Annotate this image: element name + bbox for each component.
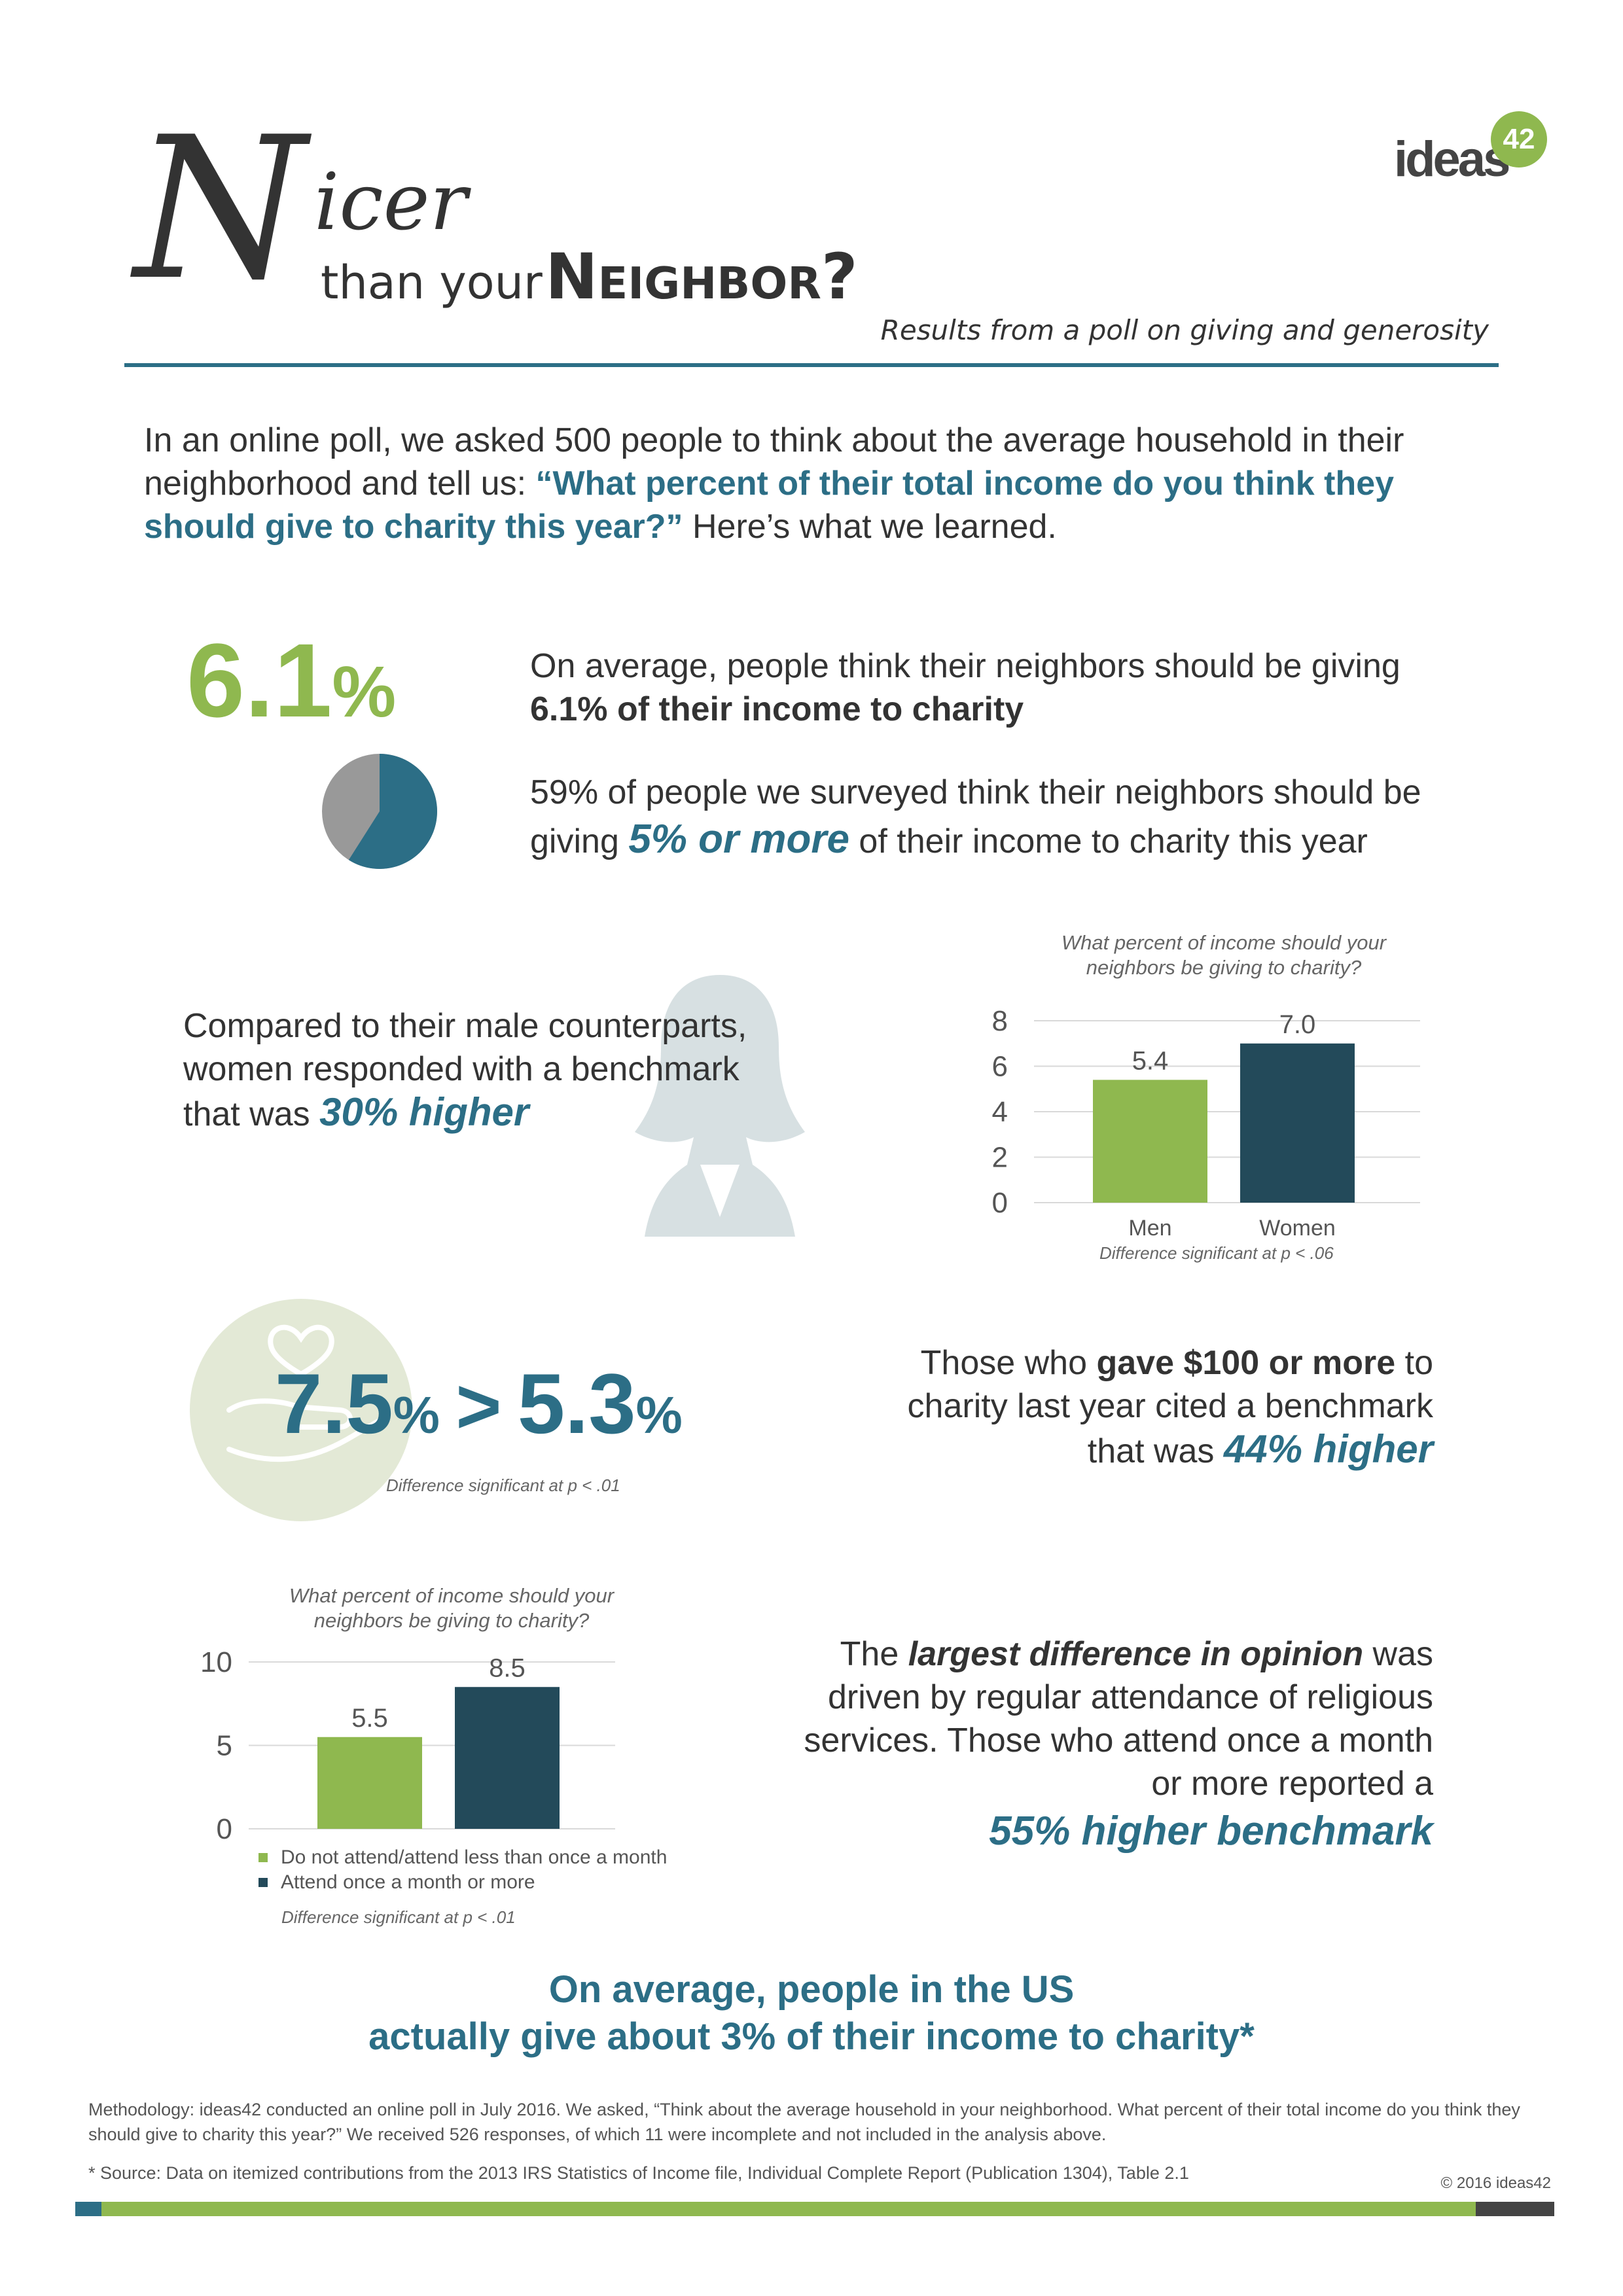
gift-value-b: 5.3	[517, 1356, 636, 1451]
legend-label-2: Attend once a month or more	[281, 1871, 535, 1893]
data-label: 5.5	[351, 1704, 388, 1733]
y-tick-label: 5	[217, 1730, 232, 1762]
y-tick-label: 0	[217, 1813, 232, 1845]
bar-1	[317, 1737, 422, 1829]
chart1-title: What percent of income should your neigh…	[1061, 931, 1387, 979]
gift-operator: >	[455, 1362, 502, 1450]
gift-comparison: 7.5% > 5.3%	[275, 1361, 683, 1446]
pie-slice-main	[348, 754, 438, 869]
bar-2	[1240, 1043, 1355, 1203]
methodology: Methodology: ideas42 conducted an online…	[88, 2100, 1520, 2144]
legend-item-2: Attend once a month or more	[259, 1870, 667, 1895]
x-tick-label: Women	[1259, 1216, 1336, 1241]
religion-text-a: The	[840, 1635, 908, 1673]
gender-text-a: Compared to their male counterparts, wom…	[183, 1007, 747, 1133]
gift-unit-b: %	[635, 1386, 683, 1444]
y-tick-label: 4	[992, 1096, 1008, 1128]
conclusion-line1: On average, people in the US	[548, 1968, 1075, 2011]
intro-text: In an online poll, we asked 500 people t…	[144, 421, 1404, 503]
title-prefix: than your	[321, 256, 543, 309]
title-initial: N	[134, 95, 306, 323]
pie-chart	[322, 754, 438, 869]
data-label: 5.4	[1132, 1046, 1169, 1075]
bar-1	[1093, 1080, 1207, 1203]
ideas42-logo: ideas 42	[1394, 111, 1551, 187]
gift-text-b: to charity last year cited a benchmark t…	[907, 1344, 1433, 1470]
gender-text: Compared to their male counterparts, wom…	[183, 1004, 798, 1136]
religion-text-emph: 55% higher benchmark	[989, 1809, 1433, 1854]
title-rest: icer	[314, 157, 467, 248]
heart-in-hand-icon	[190, 1299, 412, 1521]
x-tick-label: Men	[1128, 1216, 1171, 1241]
conclusion: On average, people in the US actually gi…	[0, 1966, 1623, 2060]
gift-text: Those who gave $100 or more to charity l…	[864, 1341, 1433, 1473]
title-line2: than your Neighbor?	[321, 245, 858, 308]
gift-note: Difference significant at p < .01	[386, 1475, 620, 1495]
chart1: 0 2 4 6 8 5.4 Men 7.0 Women	[992, 1005, 1420, 1241]
stat1-line1-bold: 6.1% of their income to charity	[530, 690, 1024, 728]
stat-6-1: 6.1%	[187, 628, 396, 733]
chart2: 0 5 10 5.5 8.5	[200, 1646, 615, 1845]
religion-text-bold: largest difference in opinion	[908, 1635, 1364, 1673]
footer-bar	[75, 2202, 1554, 2216]
title-neighbor: Neighbor?	[545, 240, 858, 313]
legend-swatch-1	[259, 1853, 268, 1862]
gender-text-emph: 30% higher	[319, 1090, 529, 1134]
stat1-line2-a: 59% of people we surveyed think their ne…	[530, 773, 1421, 860]
stat1-line2: 59% of people we surveyed think their ne…	[530, 769, 1479, 865]
logo-badge: 42	[1491, 111, 1547, 168]
gift-value-a: 7.5	[275, 1356, 393, 1451]
gift-unit-a: %	[393, 1386, 440, 1444]
intro-text-end: Here’s what we learned.	[683, 508, 1057, 546]
y-tick-label: 6	[992, 1051, 1008, 1083]
copyright: © 2016 ideas42	[1440, 2174, 1551, 2192]
bar-2	[455, 1687, 560, 1829]
stat-number: 6.1	[187, 622, 332, 739]
gift-text-bold: gave $100 or more	[1096, 1344, 1396, 1382]
source-note: * Source: Data on itemized contributions…	[88, 2163, 1189, 2183]
stat1-line1: On average, people think their neighbors…	[530, 645, 1512, 731]
stat1-line2-b: of their income to charity this year	[849, 822, 1368, 860]
gift-text-emph: 44% higher	[1223, 1427, 1433, 1471]
y-tick-label: 10	[200, 1646, 232, 1678]
data-label: 8.5	[489, 1653, 526, 1682]
data-label: 7.0	[1279, 1010, 1316, 1039]
stat1-line1-text: On average, people think their neighbors…	[530, 647, 1400, 685]
legend-swatch-2	[259, 1878, 268, 1887]
y-tick-label: 8	[992, 1005, 1008, 1037]
y-tick-label: 0	[992, 1187, 1008, 1219]
intro-paragraph: In an online poll, we asked 500 people t…	[144, 419, 1492, 548]
y-tick-label: 2	[992, 1142, 1008, 1174]
religion-text: The largest difference in opinion was dr…	[785, 1633, 1433, 1858]
stat-unit: %	[332, 652, 397, 732]
legend-label-1: Do not attend/attend less than once a mo…	[281, 1846, 668, 1868]
gift-text-a: Those who	[920, 1344, 1097, 1382]
conclusion-line2: actually give about 3% of their income t…	[368, 2015, 1255, 2058]
subtitle: Results from a poll on giving and genero…	[880, 314, 1489, 346]
chart2-legend: Do not attend/attend less than once a mo…	[259, 1845, 667, 1895]
chart2-title: What percent of income should your neigh…	[289, 1584, 615, 1632]
legend-item-1: Do not attend/attend less than once a mo…	[259, 1845, 667, 1870]
stat1-line2-emph: 5% or more	[628, 817, 849, 862]
woman-silhouette-icon	[635, 975, 805, 1237]
chart2-note: Difference significant at p < .01	[281, 1907, 516, 1927]
chart1-note: Difference significant at p < .06	[1099, 1243, 1334, 1263]
religion-text-b: was driven by regular attendance of reli…	[804, 1635, 1433, 1803]
header-rule	[124, 363, 1499, 367]
intro-question: “What percent of their total income do y…	[144, 465, 1395, 546]
